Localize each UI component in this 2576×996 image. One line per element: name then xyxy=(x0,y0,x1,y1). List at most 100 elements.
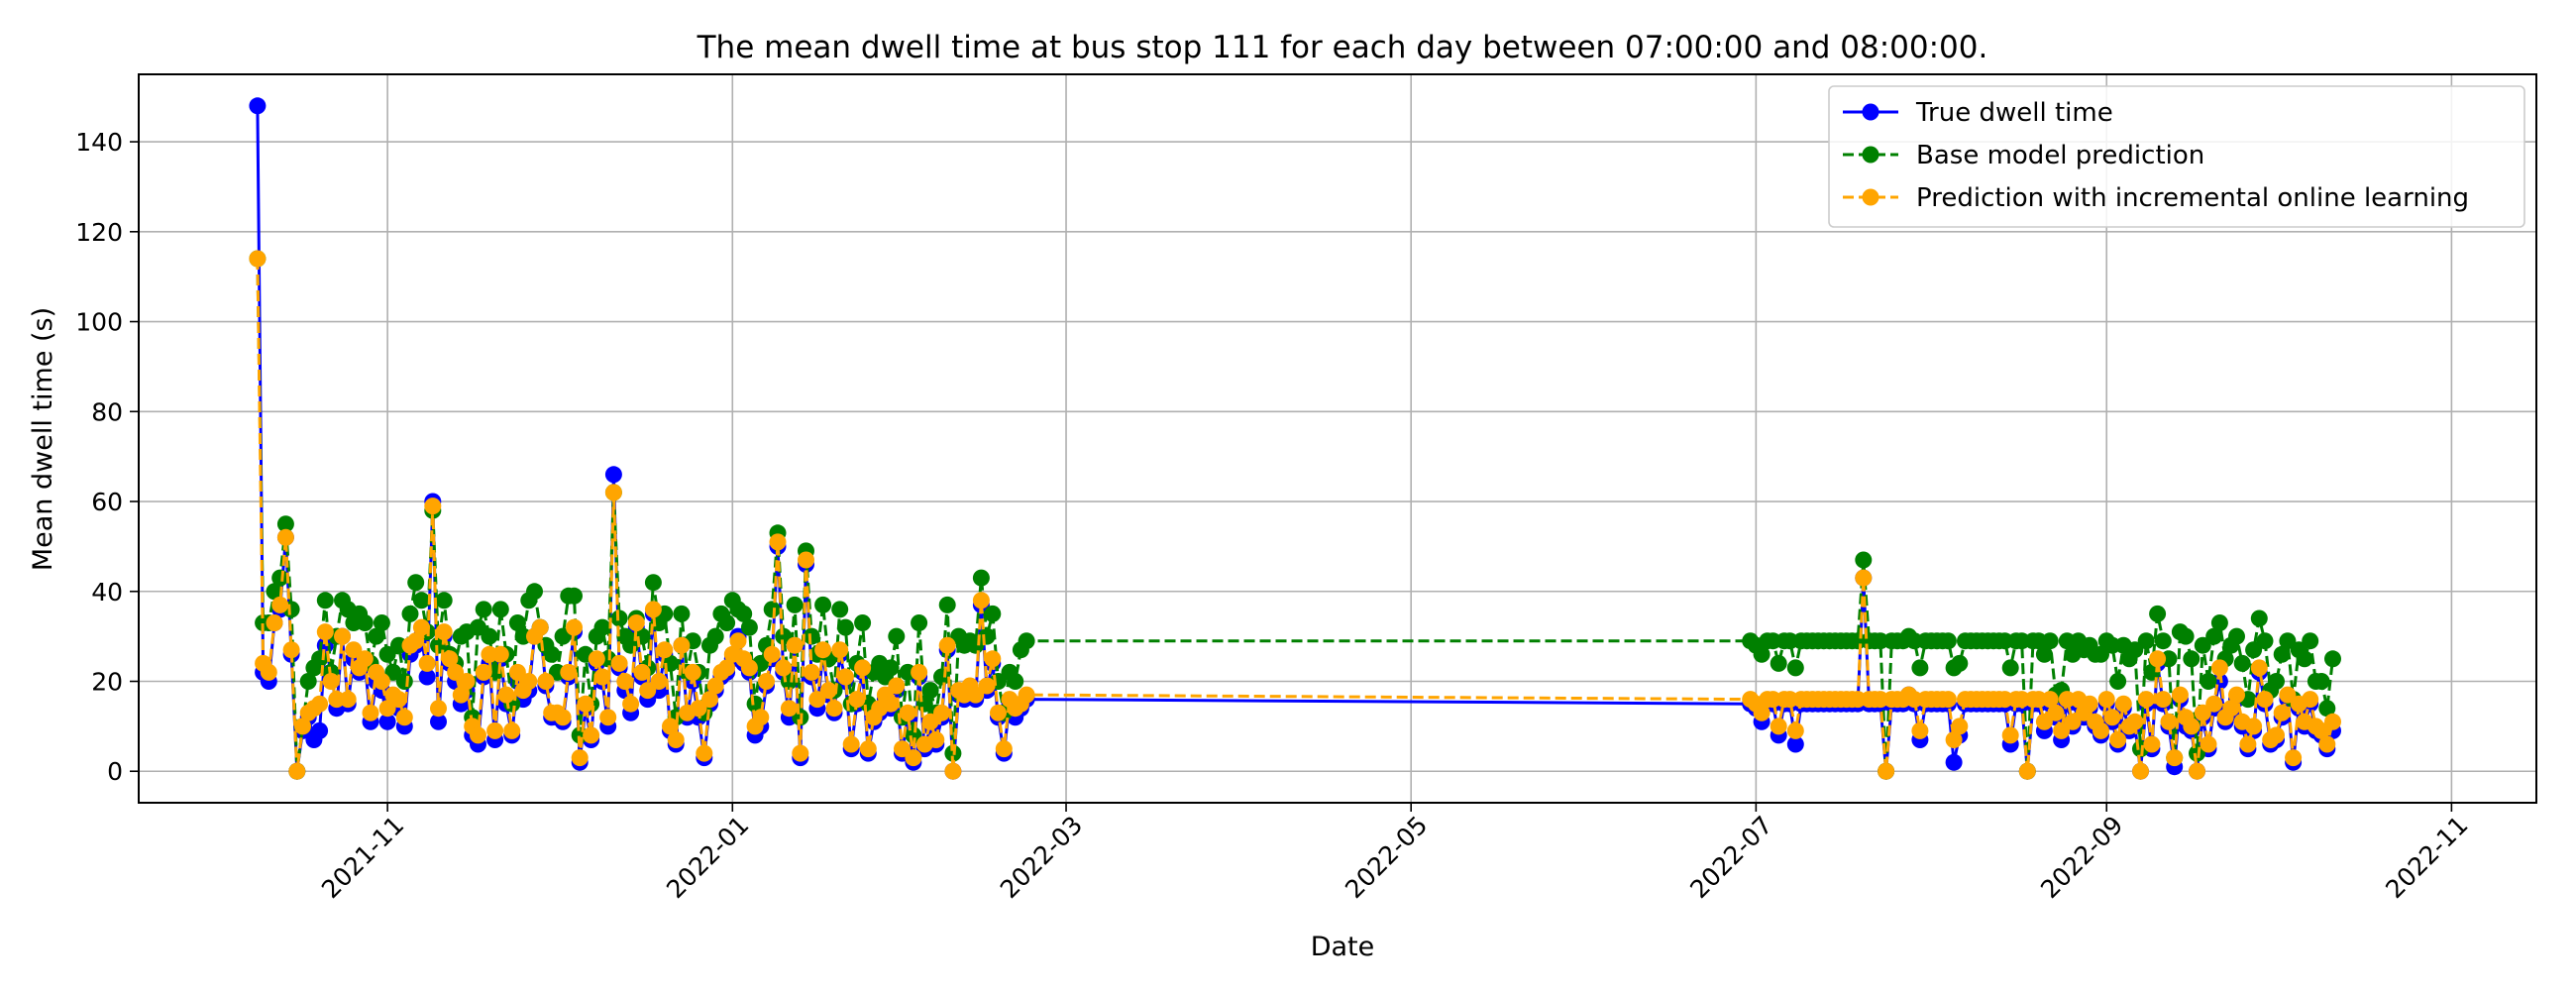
legend-box xyxy=(1828,85,2525,228)
data-point xyxy=(407,632,425,650)
data-point xyxy=(882,695,900,713)
data-point xyxy=(1939,691,1957,709)
data-point xyxy=(2041,632,2059,650)
data-point xyxy=(2318,700,2336,718)
data-point xyxy=(593,618,611,636)
data-point xyxy=(2285,749,2303,767)
data-point xyxy=(339,691,357,709)
data-point xyxy=(938,636,956,654)
data-point xyxy=(859,740,877,758)
data-point xyxy=(378,700,396,718)
data-point xyxy=(814,596,832,613)
data-point xyxy=(662,718,679,735)
data-point xyxy=(1951,654,1969,672)
data-point xyxy=(526,583,543,601)
data-point xyxy=(1770,654,1787,672)
data-point xyxy=(2233,654,2251,672)
data-point xyxy=(627,614,645,631)
data-point xyxy=(2171,686,2189,704)
data-point xyxy=(763,645,781,663)
data-point xyxy=(395,673,413,690)
data-point xyxy=(2205,695,2223,713)
data-point xyxy=(684,663,701,681)
data-point xyxy=(803,627,820,645)
y-tick-label: 120 xyxy=(75,218,123,247)
data-point xyxy=(1018,632,1035,650)
data-point xyxy=(362,704,379,721)
data-point xyxy=(491,601,509,618)
data-point xyxy=(995,740,1013,758)
data-point xyxy=(1786,735,1804,753)
data-point xyxy=(2194,704,2211,721)
data-point xyxy=(792,744,809,762)
data-point xyxy=(583,726,600,744)
data-point xyxy=(836,618,854,636)
data-point xyxy=(2296,650,2313,668)
x-tick-label: 2022-11 xyxy=(2380,811,2473,904)
data-point xyxy=(1753,704,1771,721)
data-point xyxy=(266,583,283,601)
data-point xyxy=(588,650,605,668)
data-point xyxy=(537,673,555,690)
data-point xyxy=(842,735,860,753)
data-point xyxy=(921,713,939,730)
data-point xyxy=(554,627,572,645)
data-point xyxy=(616,673,634,690)
data-point xyxy=(577,695,594,713)
chart-title: The mean dwell time at bus stop 111 for … xyxy=(697,30,1988,65)
data-point xyxy=(696,744,713,762)
y-tick-label: 20 xyxy=(91,668,123,697)
data-point xyxy=(2210,659,2228,677)
data-point xyxy=(1951,718,1969,735)
x-tick-label: 2021-11 xyxy=(316,811,409,904)
data-point xyxy=(2154,691,2172,709)
data-point xyxy=(593,668,611,686)
data-point xyxy=(520,673,538,690)
data-point xyxy=(610,654,628,672)
data-point xyxy=(622,695,640,713)
data-point xyxy=(656,641,674,659)
data-point xyxy=(2256,632,2274,650)
data-point xyxy=(311,695,329,713)
data-point xyxy=(531,618,549,636)
data-point xyxy=(1939,632,1957,650)
data-point xyxy=(566,618,583,636)
data-point xyxy=(2268,673,2285,690)
data-point xyxy=(2250,659,2268,677)
data-point xyxy=(2205,627,2223,645)
legend-label: True dwell time xyxy=(1915,98,2113,128)
data-point xyxy=(2222,700,2240,718)
data-point xyxy=(430,713,447,730)
data-point xyxy=(2109,731,2127,748)
data-point xyxy=(2273,704,2291,721)
data-point xyxy=(2279,686,2297,704)
data-point xyxy=(1753,645,1771,663)
data-point xyxy=(2149,650,2167,668)
data-point xyxy=(368,627,385,645)
data-point xyxy=(2256,691,2274,709)
data-point xyxy=(435,623,453,641)
data-point xyxy=(311,721,329,739)
data-point xyxy=(644,601,662,618)
data-point xyxy=(2053,721,2071,739)
data-point xyxy=(2318,735,2336,753)
data-point xyxy=(933,704,950,721)
data-point xyxy=(758,673,775,690)
data-point xyxy=(740,618,758,636)
data-point xyxy=(503,721,521,739)
legend-marker xyxy=(1862,146,1879,164)
legend-marker xyxy=(1862,188,1879,206)
x-axis-label: Date xyxy=(1311,932,1375,962)
data-point xyxy=(673,605,691,622)
data-point xyxy=(407,574,425,592)
data-point xyxy=(2250,609,2268,627)
data-point xyxy=(803,663,820,681)
data-point xyxy=(701,691,718,709)
data-point xyxy=(888,677,906,695)
data-point xyxy=(322,673,340,690)
x-tick-label: 2022-05 xyxy=(1340,811,1433,904)
data-point xyxy=(604,466,622,484)
data-point xyxy=(441,650,459,668)
